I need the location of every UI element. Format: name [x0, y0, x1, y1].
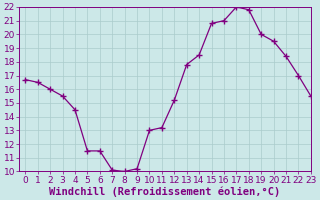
X-axis label: Windchill (Refroidissement éolien,°C): Windchill (Refroidissement éolien,°C): [49, 186, 281, 197]
